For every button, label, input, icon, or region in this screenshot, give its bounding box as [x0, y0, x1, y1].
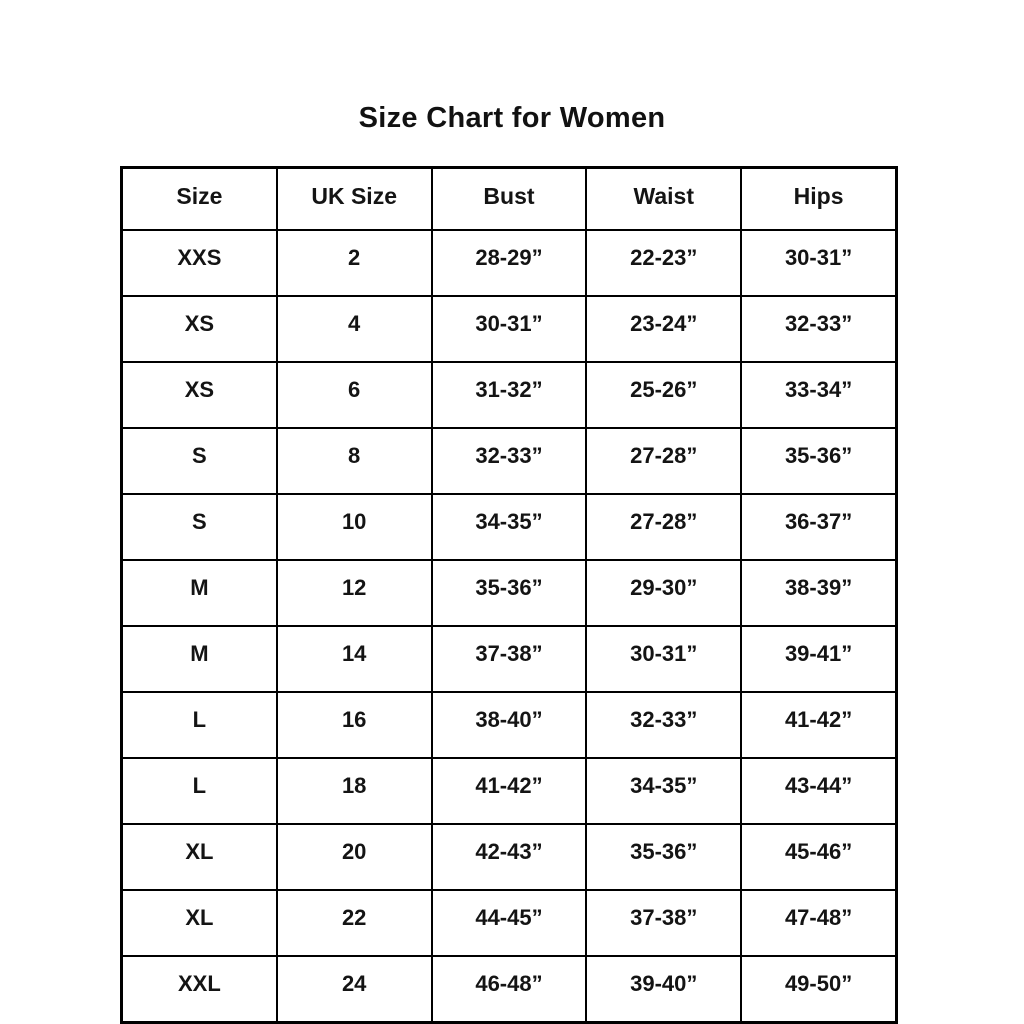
table-cell: 36-37”	[740, 493, 898, 561]
table-cell: 27-28”	[585, 493, 743, 561]
table-cell: XL	[120, 889, 278, 957]
table-cell: 44-45”	[430, 889, 588, 957]
table-row: XS 6 31-32” 25-26” 33-34”	[120, 361, 898, 429]
page-title: Size Chart for Women	[358, 102, 666, 134]
table-cell: 42-43”	[430, 823, 588, 891]
table-row: XS 4 30-31” 23-24” 32-33”	[120, 295, 898, 363]
column-header: Size	[120, 166, 278, 231]
table-cell: 39-41”	[740, 625, 898, 693]
table-cell: 25-26”	[585, 361, 743, 429]
column-header: Waist	[585, 166, 743, 231]
table-cell: 27-28”	[585, 427, 743, 495]
table-cell: 4	[275, 295, 433, 363]
table-cell: 28-29”	[430, 229, 588, 297]
table-cell: 34-35”	[430, 493, 588, 561]
column-header: UK Size	[275, 166, 433, 231]
table-row: L 16 38-40” 32-33” 41-42”	[120, 691, 898, 759]
table-row: XXL 24 46-48” 39-40” 49-50”	[120, 955, 898, 1024]
table-cell: XS	[120, 295, 278, 363]
table-cell: 39-40”	[585, 955, 743, 1024]
table-cell: S	[120, 427, 278, 495]
table-cell: L	[120, 691, 278, 759]
table-row: XL 22 44-45” 37-38” 47-48”	[120, 889, 898, 957]
table-cell: 8	[275, 427, 433, 495]
table-cell: 49-50”	[740, 955, 898, 1024]
table-row: S 8 32-33” 27-28” 35-36”	[120, 427, 898, 495]
table-cell: 32-33”	[740, 295, 898, 363]
size-chart-table: Size UK Size Bust Waist Hips XXS 2 28-29” 22-23…	[120, 166, 898, 1024]
table-cell: XL	[120, 823, 278, 891]
table-cell: 43-44”	[740, 757, 898, 825]
table-row: M 14 37-38” 30-31” 39-41”	[120, 625, 898, 693]
table-cell: M	[120, 625, 278, 693]
column-header: Bust	[430, 166, 588, 231]
table-cell: 31-32”	[430, 361, 588, 429]
table-cell: 32-33”	[430, 427, 588, 495]
table-cell: M	[120, 559, 278, 627]
table-cell: XXS	[120, 229, 278, 297]
table-cell: 35-36”	[585, 823, 743, 891]
table-cell: 30-31”	[740, 229, 898, 297]
table-row: XXS 2 28-29” 22-23” 30-31”	[120, 229, 898, 297]
table-cell: S	[120, 493, 278, 561]
table-row: L 18 41-42” 34-35” 43-44”	[120, 757, 898, 825]
table-cell: L	[120, 757, 278, 825]
table-cell: 20	[275, 823, 433, 891]
table-row: XL 20 42-43” 35-36” 45-46”	[120, 823, 898, 891]
table-cell: 16	[275, 691, 433, 759]
table-cell: 14	[275, 625, 433, 693]
table-row: S 10 34-35” 27-28” 36-37”	[120, 493, 898, 561]
table-cell: 22-23”	[585, 229, 743, 297]
table-cell: 37-38”	[585, 889, 743, 957]
table-cell: 30-31”	[430, 295, 588, 363]
table-cell: 6	[275, 361, 433, 429]
table-cell: 38-39”	[740, 559, 898, 627]
table-cell: 18	[275, 757, 433, 825]
table-cell: 35-36”	[430, 559, 588, 627]
column-header: Hips	[740, 166, 898, 231]
header-row: Size UK Size Bust Waist Hips	[120, 166, 898, 231]
table-cell: XS	[120, 361, 278, 429]
table-cell: 35-36”	[740, 427, 898, 495]
table-header: Size UK Size Bust Waist Hips	[120, 166, 898, 231]
table-cell: 47-48”	[740, 889, 898, 957]
table-cell: 46-48”	[430, 955, 588, 1024]
table-cell: 41-42”	[740, 691, 898, 759]
table-cell: 24	[275, 955, 433, 1024]
table-cell: 10	[275, 493, 433, 561]
table-body: XXS 2 28-29” 22-23” 30-31” XS 4 30-31” 23-24” 32-…	[120, 229, 898, 1024]
table-cell: 30-31”	[585, 625, 743, 693]
table-cell: 37-38”	[430, 625, 588, 693]
table-cell: 12	[275, 559, 433, 627]
table-cell: 32-33”	[585, 691, 743, 759]
table-cell: 38-40”	[430, 691, 588, 759]
table-cell: XXL	[120, 955, 278, 1024]
table-cell: 45-46”	[740, 823, 898, 891]
table-cell: 41-42”	[430, 757, 588, 825]
table-cell: 2	[275, 229, 433, 297]
table-cell: 23-24”	[585, 295, 743, 363]
table-cell: 22	[275, 889, 433, 957]
table-cell: 29-30”	[585, 559, 743, 627]
table-row: M 12 35-36” 29-30” 38-39”	[120, 559, 898, 627]
table-cell: 33-34”	[740, 361, 898, 429]
table-cell: 34-35”	[585, 757, 743, 825]
